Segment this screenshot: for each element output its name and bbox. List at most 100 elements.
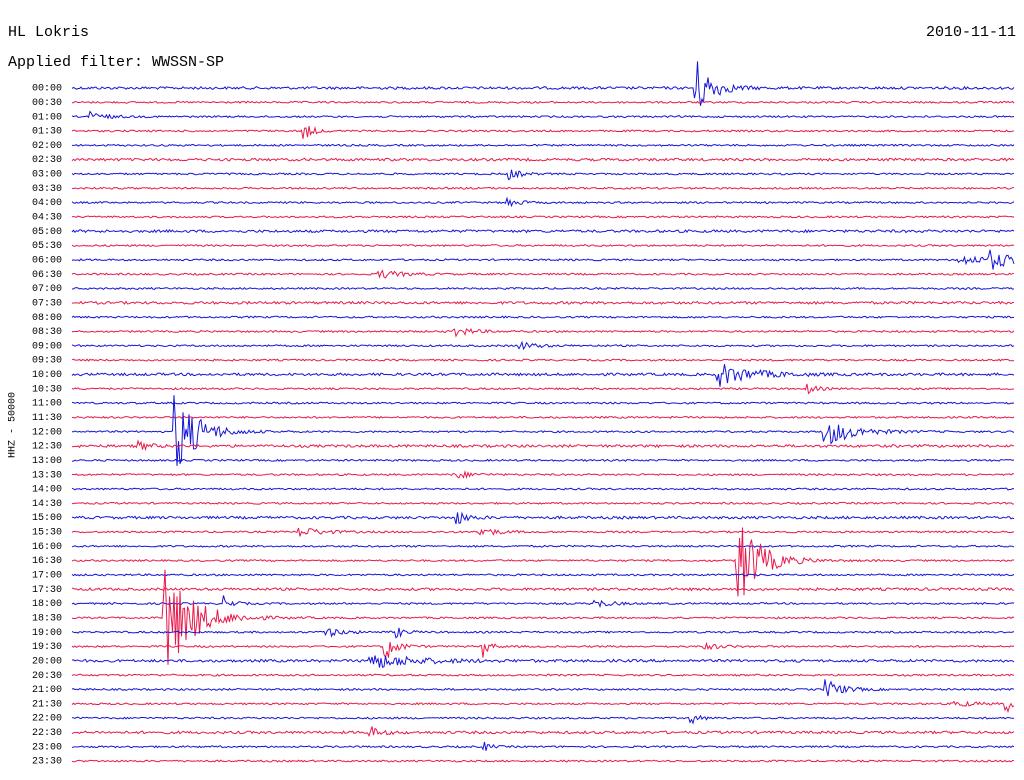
trace bbox=[71, 544, 1015, 548]
trace bbox=[72, 143, 1015, 147]
trace bbox=[71, 186, 1014, 190]
trace bbox=[71, 527, 1015, 537]
trace bbox=[71, 673, 1015, 677]
time-label: 18:00 bbox=[32, 599, 62, 610]
trace bbox=[72, 100, 1015, 104]
trace bbox=[72, 215, 1015, 219]
time-label: 03:00 bbox=[32, 170, 62, 181]
time-label: 19:00 bbox=[32, 628, 62, 639]
time-label: 09:00 bbox=[32, 341, 62, 352]
trace bbox=[71, 315, 1014, 319]
time-label: 21:30 bbox=[32, 699, 62, 710]
trace bbox=[71, 700, 1015, 714]
time-label: 01:00 bbox=[32, 112, 62, 123]
time-label: 20:30 bbox=[32, 671, 62, 682]
y-axis-label: HHZ - 50000 bbox=[8, 392, 19, 458]
trace bbox=[71, 358, 1015, 362]
trace bbox=[71, 110, 1015, 120]
time-label: 12:30 bbox=[32, 442, 62, 453]
time-label: 06:30 bbox=[32, 270, 62, 281]
trace bbox=[71, 641, 1015, 659]
time-label: 22:00 bbox=[32, 714, 62, 725]
time-label: 09:30 bbox=[32, 356, 62, 367]
time-label: 16:30 bbox=[32, 556, 62, 567]
trace bbox=[71, 458, 1015, 462]
time-label: 13:30 bbox=[32, 470, 62, 481]
trace bbox=[71, 157, 1015, 162]
trace bbox=[72, 587, 1015, 592]
time-label: 00:30 bbox=[32, 98, 62, 109]
trace bbox=[71, 655, 1015, 668]
trace bbox=[71, 527, 1015, 597]
time-label: 17:00 bbox=[32, 571, 62, 582]
trace bbox=[72, 501, 1015, 505]
trace bbox=[71, 679, 1015, 697]
trace bbox=[71, 286, 1015, 291]
time-label: 04:30 bbox=[32, 213, 62, 224]
time-label: 04:00 bbox=[32, 198, 62, 209]
filter: Applied filter: WWSSN-SP bbox=[8, 54, 224, 71]
time-label: 15:00 bbox=[32, 513, 62, 524]
time-label: 20:00 bbox=[32, 656, 62, 667]
time-label: 02:30 bbox=[32, 155, 62, 166]
trace bbox=[71, 569, 1015, 665]
trace bbox=[71, 401, 1015, 405]
trace bbox=[71, 243, 1015, 248]
trace bbox=[71, 470, 1014, 480]
time-label: 10:30 bbox=[32, 384, 62, 395]
trace bbox=[71, 229, 1015, 234]
trace bbox=[71, 340, 1015, 351]
time-label: 15:30 bbox=[32, 528, 62, 539]
time-label: 05:30 bbox=[32, 241, 62, 252]
trace bbox=[71, 327, 1015, 338]
time-label: 05:00 bbox=[32, 227, 62, 238]
trace bbox=[71, 383, 1015, 395]
trace bbox=[71, 61, 1015, 106]
time-label: 19:30 bbox=[32, 642, 62, 653]
time-label: 11:00 bbox=[32, 399, 62, 410]
time-label: 14:00 bbox=[32, 485, 62, 496]
trace bbox=[71, 395, 1015, 466]
time-label: 11:30 bbox=[32, 413, 62, 424]
time-label: 23:00 bbox=[32, 742, 62, 753]
trace bbox=[71, 126, 1015, 139]
date: 2010-11-11 bbox=[926, 24, 1016, 41]
trace bbox=[71, 741, 1015, 751]
station: HL Lokris bbox=[8, 24, 89, 41]
trace bbox=[71, 595, 1015, 608]
time-label: 18:30 bbox=[32, 613, 62, 624]
time-label: 02:00 bbox=[32, 141, 62, 152]
time-label: 07:30 bbox=[32, 298, 62, 309]
time-label: 21:00 bbox=[32, 685, 62, 696]
time-label: 22:30 bbox=[32, 728, 62, 739]
traces bbox=[71, 61, 1015, 763]
trace bbox=[71, 714, 1015, 725]
trace bbox=[71, 169, 1015, 181]
time-label: 10:00 bbox=[32, 370, 62, 381]
trace bbox=[71, 511, 1015, 525]
time-label: 01:30 bbox=[32, 127, 62, 138]
time-label: 00:00 bbox=[32, 84, 62, 95]
trace bbox=[71, 627, 1015, 639]
time-label: 08:00 bbox=[32, 313, 62, 324]
time-label: 23:30 bbox=[32, 757, 62, 768]
time-label: 17:30 bbox=[32, 585, 62, 596]
time-label: 08:30 bbox=[32, 327, 62, 338]
time-label: 06:00 bbox=[32, 255, 62, 266]
time-label: 16:00 bbox=[32, 542, 62, 553]
trace bbox=[71, 573, 1015, 577]
trace bbox=[71, 487, 1015, 491]
trace bbox=[71, 759, 1015, 763]
trace bbox=[71, 249, 1015, 270]
trace bbox=[71, 269, 1015, 279]
time-label: 14:30 bbox=[32, 499, 62, 510]
trace bbox=[71, 364, 1015, 387]
time-label: 07:00 bbox=[32, 284, 62, 295]
trace bbox=[71, 439, 1015, 452]
trace bbox=[71, 726, 1015, 738]
trace bbox=[71, 415, 1015, 419]
trace bbox=[71, 196, 1015, 208]
time-label: 03:30 bbox=[32, 184, 62, 195]
time-label: 13:00 bbox=[32, 456, 62, 467]
